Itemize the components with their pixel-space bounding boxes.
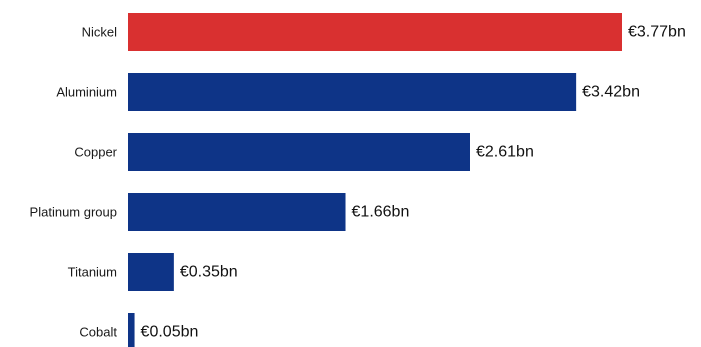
value-label-aluminium: €3.42bn (582, 84, 640, 101)
bar-platinum-group (128, 193, 346, 231)
value-label-copper: €2.61bn (476, 144, 534, 161)
category-label-aluminium: Aluminium (56, 85, 117, 100)
value-label-nickel: €3.77bn (628, 24, 686, 41)
category-label-cobalt: Cobalt (79, 325, 117, 340)
bar-nickel (128, 13, 622, 51)
category-label-platinum-group: Platinum group (30, 205, 117, 220)
value-label-cobalt: €0.05bn (141, 324, 199, 341)
value-label-platinum-group: €1.66bn (352, 204, 410, 221)
bar-titanium (128, 253, 174, 291)
category-label-copper: Copper (74, 145, 117, 160)
bar-copper (128, 133, 470, 171)
category-label-titanium: Titanium (68, 265, 117, 280)
value-label-titanium: €0.35bn (180, 264, 238, 281)
bar-cobalt (128, 313, 135, 347)
bar-aluminium (128, 73, 577, 111)
category-label-nickel: Nickel (82, 25, 118, 40)
